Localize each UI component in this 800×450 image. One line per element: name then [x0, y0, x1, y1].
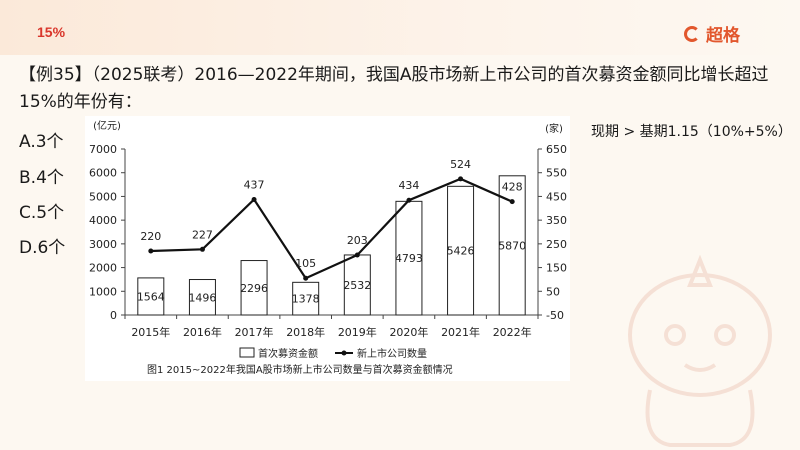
combo-chart: (亿元) (家) 0 1000 2000 3000 4000 5000 6000 7000 -50 5…	[89, 119, 567, 376]
bar-value-label: 1496	[188, 291, 216, 304]
legend-line-label: 新上市公司数量	[357, 347, 427, 360]
brand: 超格	[684, 21, 740, 46]
top-bar	[0, 0, 800, 55]
left-tick-label: 3000	[89, 238, 117, 251]
bar-value-label: 1378	[292, 293, 320, 306]
x-tick-label: 2019年	[338, 325, 377, 339]
right-tick-label: 50	[546, 285, 560, 298]
left-tick-label: 4000	[89, 214, 117, 227]
bar-value-label: 2532	[343, 279, 371, 292]
right-axis-unit: (家)	[545, 122, 563, 135]
bar-value-label: 5426	[447, 245, 475, 258]
bar-value-label: 1564	[137, 290, 165, 303]
line-point	[354, 252, 360, 258]
line-value-label: 434	[398, 179, 419, 192]
line-point	[458, 176, 464, 182]
line-point	[509, 199, 515, 205]
option-c[interactable]: C.5个	[19, 203, 65, 223]
chart-caption: 图1 2015~2022年我国A股市场新上市公司数量与首次募资金额情况	[147, 363, 453, 376]
x-tick-label: 2017年	[235, 325, 274, 339]
line-point	[148, 248, 154, 254]
line-point	[303, 275, 309, 281]
brand-logo-icon	[684, 25, 700, 42]
left-tick-label: 6000	[89, 167, 117, 180]
question-text: 【例35】（2025联考）2016—2022年期间，我国A股市场新上市公司的首次…	[19, 65, 769, 112]
line-point	[406, 197, 412, 203]
x-tick-label: 2016年	[183, 325, 222, 339]
bar-value-label: 5870	[498, 239, 526, 252]
left-tick-label: 5000	[89, 190, 117, 203]
bar	[240, 260, 268, 316]
option-a[interactable]: A.3个	[19, 132, 64, 152]
bar	[137, 277, 165, 316]
mascot-watermark-icon	[628, 254, 772, 447]
line-point	[251, 197, 257, 203]
right-tick-label: 550	[546, 167, 567, 180]
option-d[interactable]: D.6个	[19, 238, 66, 258]
line-value-label: 524	[450, 158, 471, 171]
bar	[447, 185, 475, 316]
bar-value-label: 4793	[395, 252, 423, 265]
left-tick-label: 7000	[89, 143, 117, 156]
left-tick-label: 1000	[89, 285, 117, 298]
hint-text: 现期 > 基期1.15（10%+5%）	[591, 124, 792, 140]
left-axis-unit: (亿元)	[93, 119, 121, 132]
line-value-label: 227	[192, 228, 213, 241]
right-tick-label: 150	[546, 262, 567, 275]
line-value-label: 203	[347, 234, 368, 247]
legend-line-marker	[341, 350, 347, 356]
x-tick-label: 2021年	[441, 325, 480, 339]
right-tick-label: 350	[546, 214, 567, 227]
right-tick-label: 650	[546, 143, 567, 156]
x-tick-label: 2018年	[286, 325, 325, 339]
left-tick-label: 2000	[89, 262, 117, 275]
line-value-label: 105	[295, 257, 316, 270]
bar-value-label: 2296	[240, 282, 268, 295]
legend-bar-swatch	[239, 347, 255, 358]
right-tick-label: -50	[546, 309, 564, 322]
line-value-label: 428	[502, 181, 523, 194]
left-tick-label: 0	[110, 309, 117, 322]
x-tick-label: 2020年	[389, 325, 428, 339]
bar	[395, 200, 423, 316]
legend-bar-label: 首次募资金额	[258, 347, 318, 360]
bar	[343, 254, 371, 316]
line-point	[199, 246, 205, 252]
right-tick-label: 450	[546, 190, 567, 203]
x-tick-label: 2022年	[493, 325, 532, 339]
bar	[292, 281, 320, 316]
right-tick-label: 250	[546, 238, 567, 251]
line-value-label: 220	[140, 230, 161, 243]
x-tick-label: 2015年	[131, 325, 170, 339]
chart-container: (亿元) (家) 0 1000 2000 3000 4000 5000 6000 7000 -50 5…	[85, 116, 570, 381]
option-b[interactable]: B.4个	[19, 168, 64, 188]
series-line	[150, 177, 513, 280]
bar	[188, 279, 216, 316]
line-value-label: 437	[244, 179, 265, 192]
brand-name: 超格	[706, 26, 740, 46]
top-title: 15%	[37, 24, 66, 40]
